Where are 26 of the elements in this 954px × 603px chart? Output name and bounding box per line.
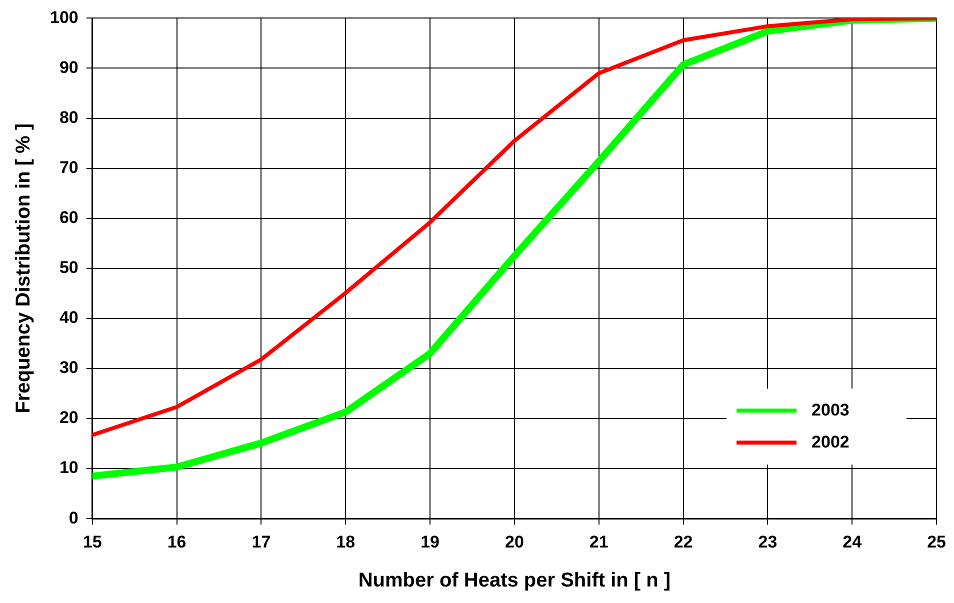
y-tick-label: 100 [50,8,78,27]
y-tick-label: 90 [59,58,78,77]
x-tick-label: 24 [842,532,862,552]
x-axis-title: Number of Heats per Shift in [ n ] [358,570,671,592]
y-tick-label: 0 [68,508,78,528]
y-tick-label: 60 [59,208,78,228]
x-tick-label: 20 [504,532,524,552]
y-tick-label: 70 [59,158,78,178]
x-tick-label: 21 [589,532,608,552]
x-tick-label: 17 [252,532,271,552]
y-tick-label: 20 [59,408,78,428]
x-tick-label: 25 [927,532,946,552]
x-tick-label: 23 [758,532,778,552]
y-axis-title: Frequency Distribution in [ % ] [12,123,35,414]
y-tick-label: 40 [59,308,78,328]
y-tick-label: 10 [59,458,78,478]
y-tick-label: 50 [59,258,78,278]
legend-label: 2002 [812,432,850,452]
x-tick-label: 18 [336,532,356,552]
legend-label: 2003 [812,400,850,420]
y-tick-label: 80 [59,108,78,127]
x-tick-label: 22 [674,532,693,552]
x-tick-label: 15 [82,532,102,552]
y-tick-label: 30 [59,358,78,378]
x-tick-label: 19 [420,532,440,552]
x-tick-label: 16 [167,532,186,552]
